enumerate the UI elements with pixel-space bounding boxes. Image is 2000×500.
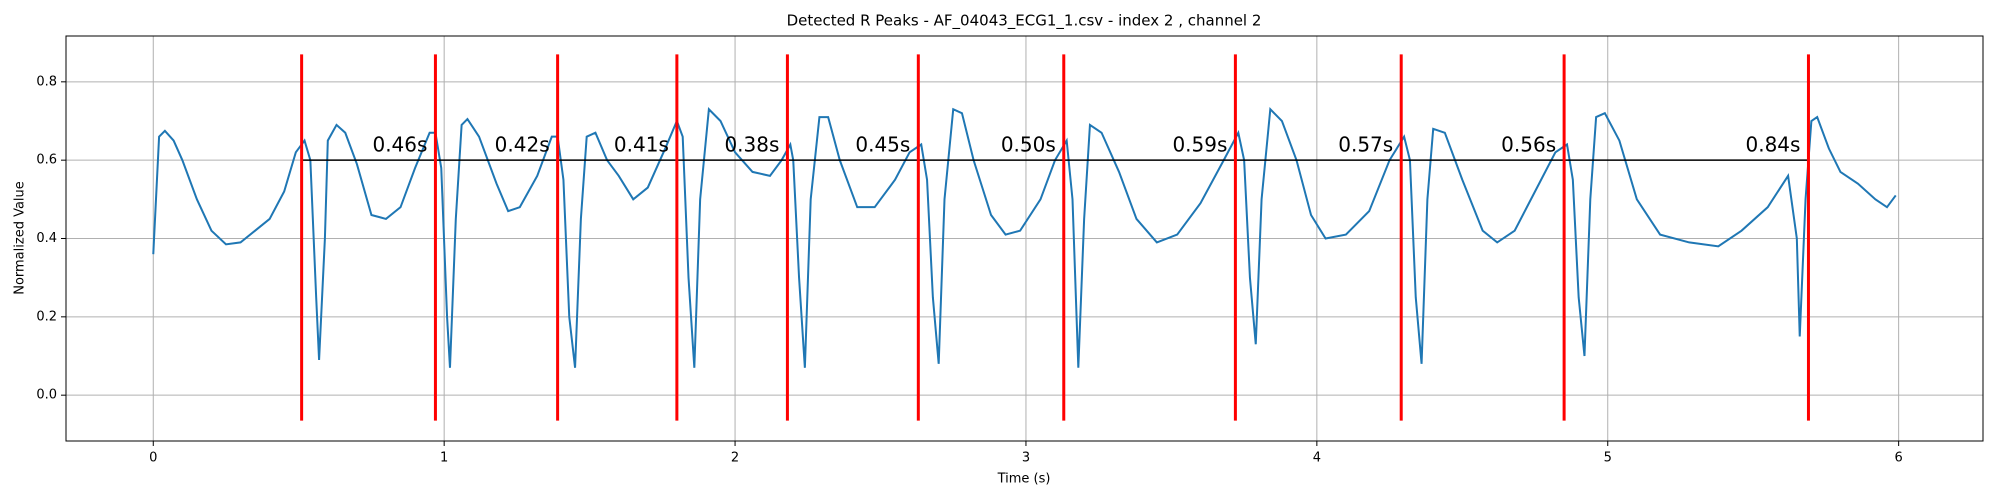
x-tick-label: 5	[1604, 451, 1612, 466]
y-tick-label: 0.6	[36, 153, 57, 168]
x-tick-label: 4	[1313, 451, 1321, 466]
interval-label: 0.50s	[1001, 133, 1056, 157]
x-tick-label: 1	[440, 451, 448, 466]
interval-label: 0.84s	[1746, 133, 1801, 157]
ecg-line	[152, 107, 1897, 368]
interval-label: 0.46s	[372, 133, 427, 157]
interval-label: 0.57s	[1338, 133, 1393, 157]
y-tick-label: 0.8	[36, 74, 57, 89]
y-tick-label: 0.4	[36, 231, 57, 246]
x-tick-label: 3	[1022, 451, 1030, 466]
interval-label: 0.45s	[855, 133, 910, 157]
x-tick-label: 2	[731, 451, 739, 466]
interval-label: 0.56s	[1501, 133, 1556, 157]
x-tick-label: 0	[149, 451, 157, 466]
interval-label: 0.41s	[614, 133, 669, 157]
y-tick-label: 0.2	[36, 309, 57, 324]
interval-label: 0.42s	[495, 133, 550, 157]
plot-frame	[65, 35, 1984, 442]
y-tick-label: 0.0	[36, 388, 57, 403]
interval-label: 0.38s	[724, 133, 779, 157]
x-axis-label: Time (s)	[997, 472, 1051, 487]
y-axis-label: Normalized Value	[13, 181, 28, 295]
x-tick-label: 6	[1894, 451, 1902, 466]
chart-title: Detected R Peaks - AF_04043_ECG1_1.csv -…	[787, 12, 1262, 31]
interval-label: 0.59s	[1172, 133, 1227, 157]
